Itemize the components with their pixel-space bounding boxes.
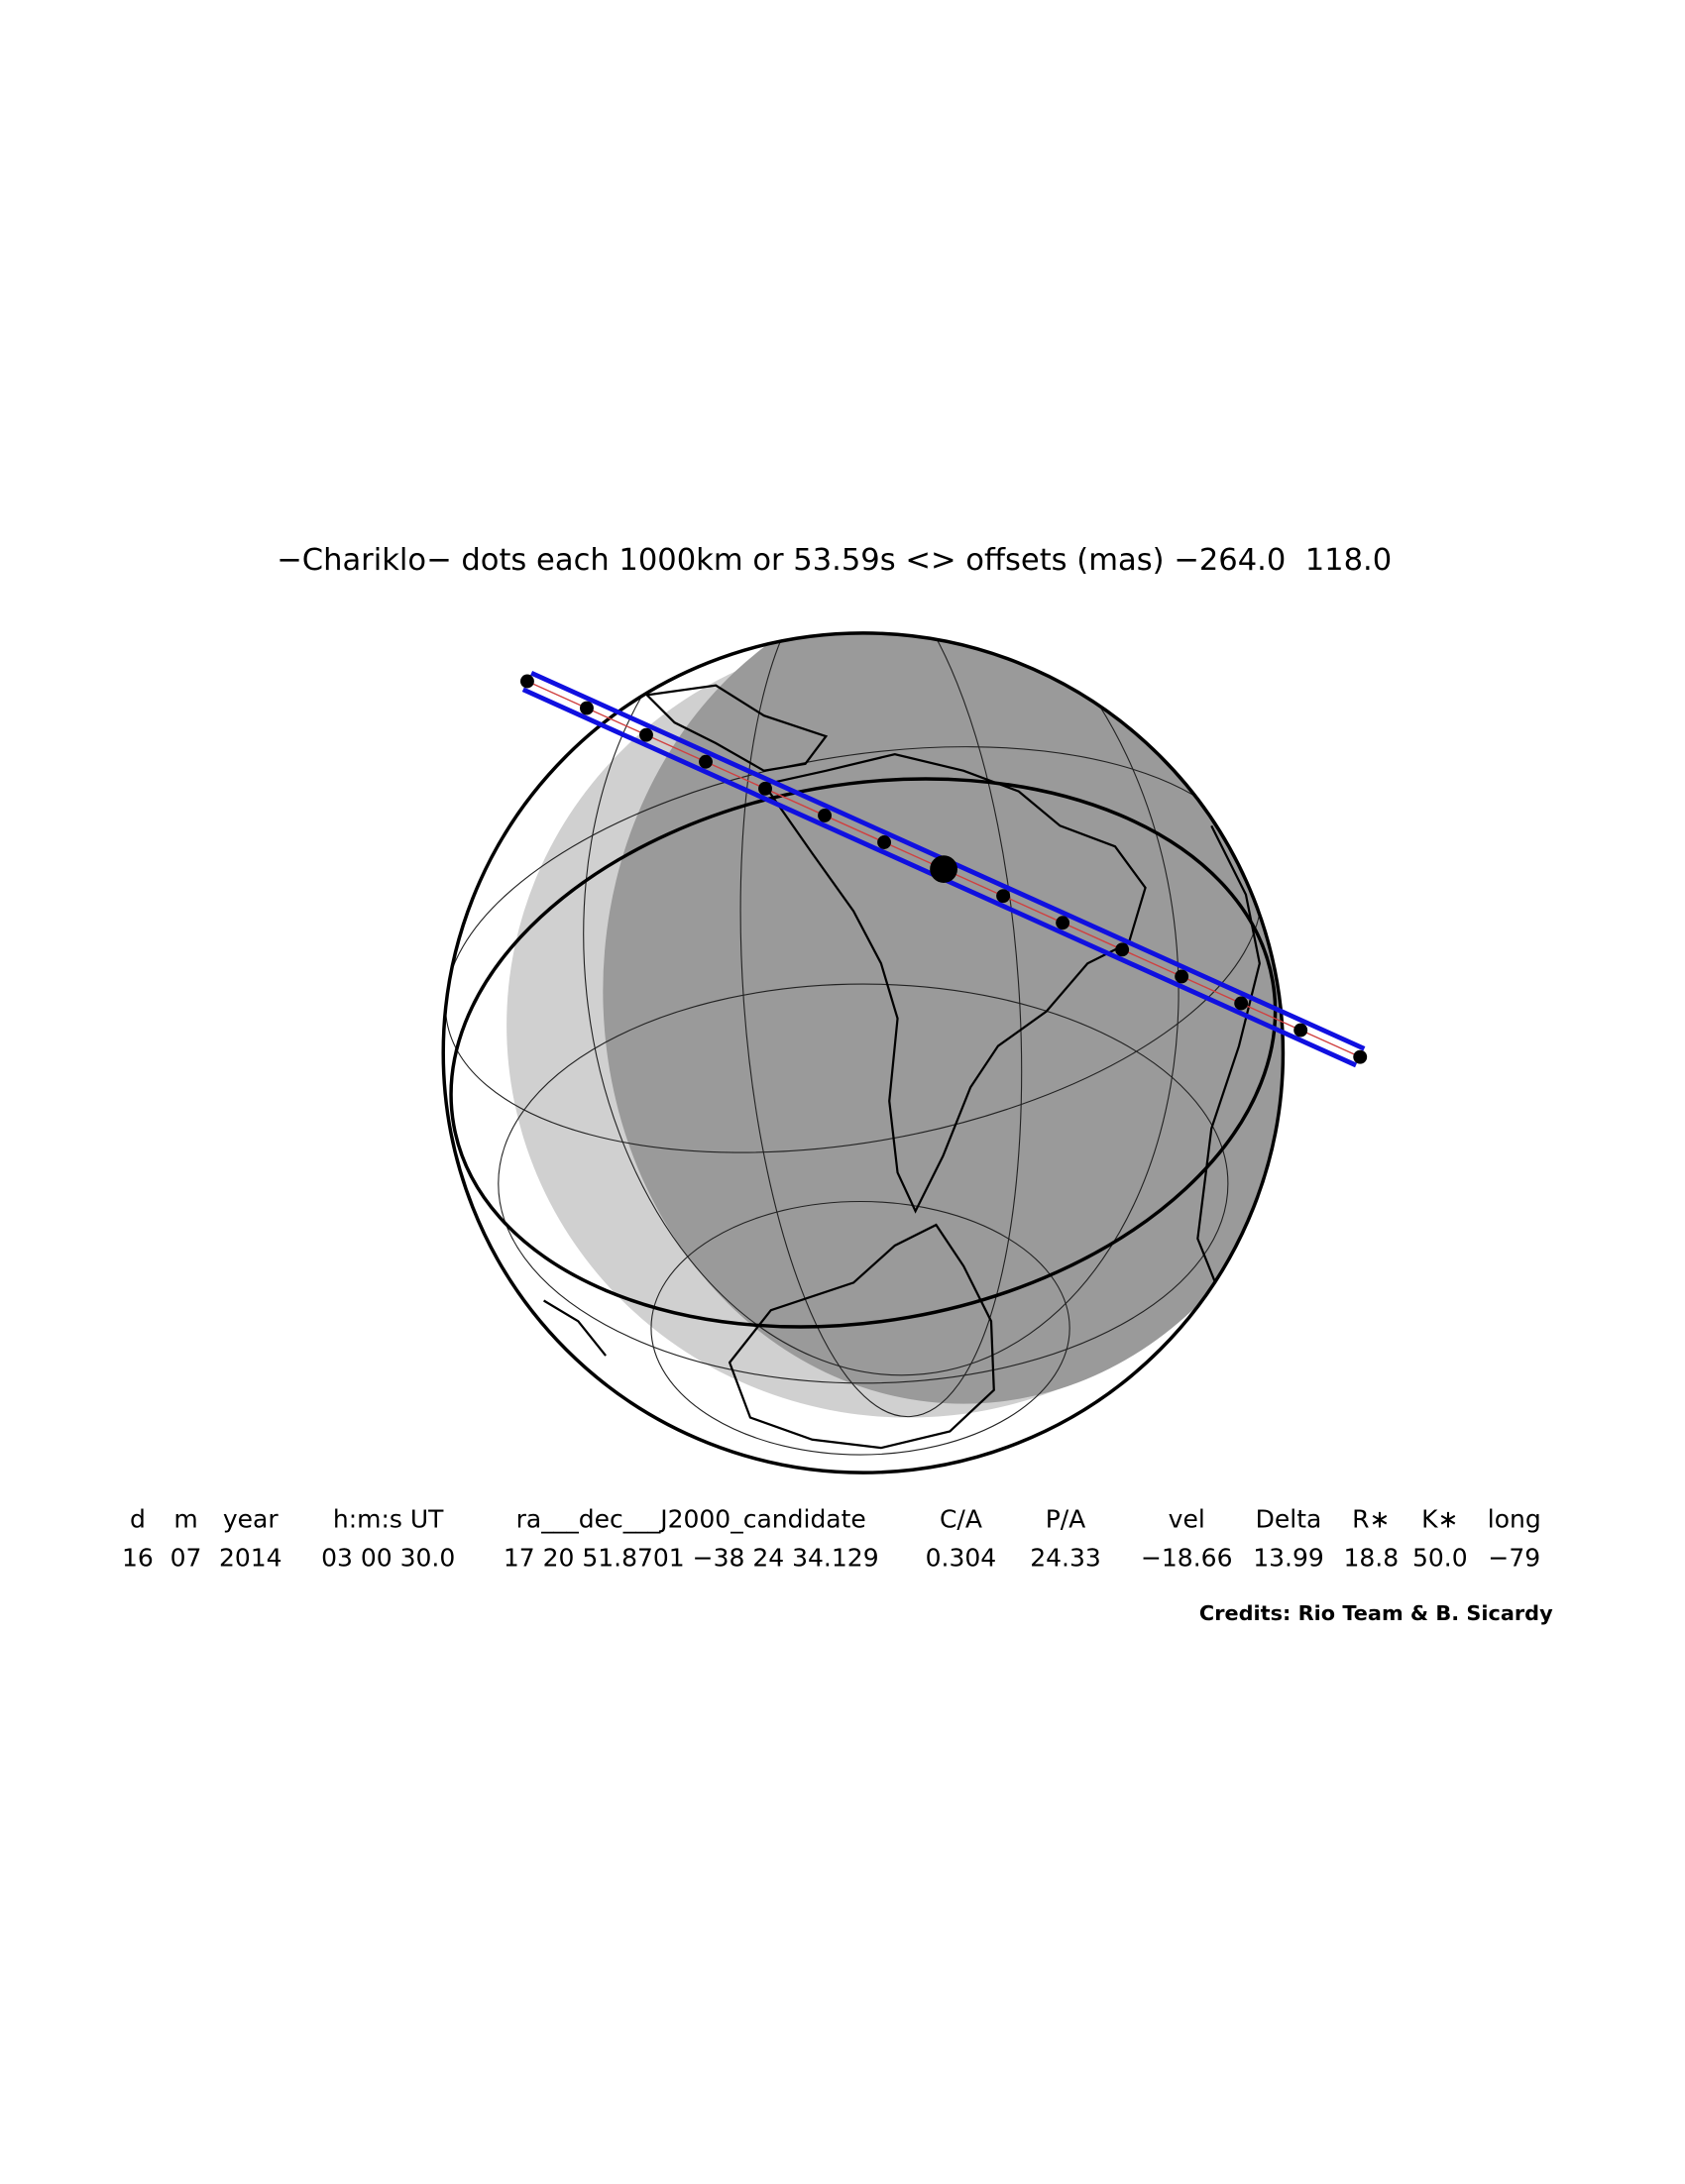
table-cell: 03 00 30.0 xyxy=(321,1544,455,1573)
terminator xyxy=(449,777,1278,1329)
path-dot xyxy=(1234,996,1249,1011)
time-dots xyxy=(520,674,1368,1064)
map-title: −Chariklo− dots each 1000km or 53.59s <>… xyxy=(277,543,1392,578)
table-cell: 17 20 51.8701 −38 24 34.129 xyxy=(504,1544,879,1573)
shadow-path xyxy=(520,670,1368,1068)
path-dot xyxy=(520,674,534,689)
globe-outline xyxy=(441,631,1286,1474)
path-dot xyxy=(818,808,832,822)
table-header: ra___dec___J2000_candidate xyxy=(516,1505,866,1534)
coastlines xyxy=(543,684,1261,1450)
table-cell: 0.304 xyxy=(926,1544,997,1573)
table-header: K∗ xyxy=(1421,1505,1458,1534)
table-cell: 16 xyxy=(122,1544,154,1573)
credits: Credits: Rio Team & B. Sicardy xyxy=(1199,1601,1553,1625)
table-header: year xyxy=(223,1505,279,1534)
table-cell: −18.66 xyxy=(1141,1544,1233,1573)
globe xyxy=(441,631,1286,1474)
table-header: P/A xyxy=(1046,1505,1086,1534)
path-dot xyxy=(639,727,653,742)
table-cell: 18.8 xyxy=(1343,1544,1399,1573)
table-cell: 24.33 xyxy=(1030,1544,1101,1573)
path-dot xyxy=(996,889,1011,904)
path-dot xyxy=(930,855,957,883)
table-header: vel xyxy=(1169,1505,1205,1534)
table-header: Delta xyxy=(1256,1505,1322,1534)
table-cell: −79 xyxy=(1488,1544,1540,1573)
path-dot xyxy=(580,701,594,715)
table-header: d xyxy=(130,1505,146,1534)
event-table: d m year h:m:s UT ra___dec___J2000_candidate… xyxy=(122,1505,1541,1573)
table-header: R∗ xyxy=(1352,1505,1390,1534)
table-cell: 13.99 xyxy=(1253,1544,1324,1573)
table-header: long xyxy=(1488,1505,1541,1534)
path-dot xyxy=(1353,1049,1368,1064)
path-dot xyxy=(1293,1023,1308,1037)
path-dot xyxy=(1056,916,1070,930)
path-dot xyxy=(877,835,892,849)
table-header: C/A xyxy=(940,1505,982,1534)
path-dot xyxy=(758,781,772,796)
path-dot xyxy=(1115,942,1130,957)
table-header: h:m:s UT xyxy=(333,1505,444,1534)
path-dot xyxy=(1175,969,1189,984)
table-cell: 07 xyxy=(170,1544,202,1573)
table-cell: 50.0 xyxy=(1412,1544,1468,1573)
path-dot xyxy=(699,754,713,769)
table-header: m xyxy=(173,1505,197,1534)
table-cell: 2014 xyxy=(219,1544,282,1573)
